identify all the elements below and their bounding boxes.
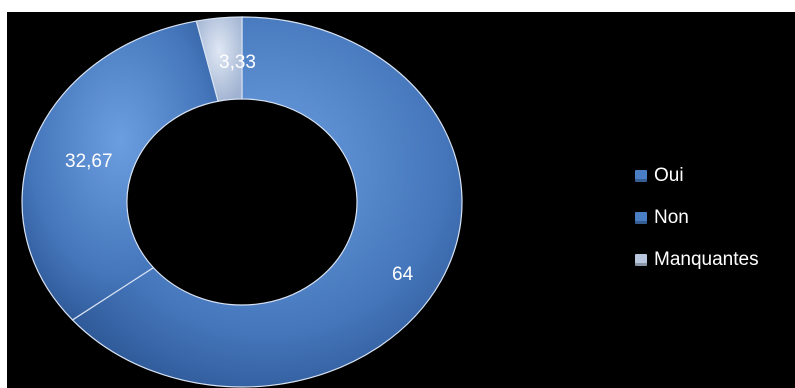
- legend-item-oui: Oui: [635, 155, 759, 197]
- legend: Oui Non Manquantes: [635, 155, 759, 281]
- slice-non: [21, 20, 219, 321]
- legend-label-manquantes: Manquantes: [654, 249, 759, 270]
- legend-item-non: Non: [635, 197, 759, 239]
- legend-label-non: Non: [654, 207, 689, 228]
- slice-manquantes: [195, 16, 243, 102]
- slice-oui: [71, 16, 463, 388]
- data-label-manquantes: 3,33: [219, 52, 256, 73]
- chart-area: 64 32,67 3,33 Oui Non Manquantes: [7, 12, 795, 388]
- legend-swatch-oui: [635, 170, 647, 182]
- data-label-oui: 64: [392, 264, 414, 285]
- legend-label-oui: Oui: [654, 165, 684, 186]
- data-label-non: 32,67: [65, 151, 113, 172]
- legend-swatch-non: [635, 212, 647, 224]
- legend-swatch-manquantes: [635, 254, 647, 266]
- donut-chart: 64 32,67 3,33: [21, 16, 463, 388]
- legend-item-manquantes: Manquantes: [635, 239, 759, 281]
